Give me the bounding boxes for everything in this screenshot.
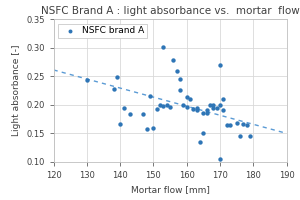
NSFC brand A xyxy=(194,106,199,109)
NSFC brand A xyxy=(221,109,226,112)
NSFC brand A xyxy=(201,112,206,115)
NSFC brand A xyxy=(141,113,146,116)
NSFC brand A xyxy=(164,103,169,106)
NSFC brand A xyxy=(161,105,166,108)
NSFC brand A xyxy=(234,121,239,125)
NSFC brand A xyxy=(161,45,166,48)
NSFC brand A xyxy=(191,108,196,111)
NSFC brand A xyxy=(158,104,163,107)
NSFC brand A xyxy=(204,109,209,112)
NSFC brand A xyxy=(218,103,222,106)
NSFC brand A xyxy=(188,97,193,101)
NSFC brand A xyxy=(241,122,246,125)
NSFC brand A xyxy=(248,135,252,138)
NSFC brand A xyxy=(218,63,222,66)
NSFC brand A xyxy=(244,123,249,126)
NSFC brand A xyxy=(211,103,216,106)
X-axis label: Mortar flow [mm]: Mortar flow [mm] xyxy=(131,185,209,194)
NSFC brand A xyxy=(201,132,206,135)
NSFC brand A xyxy=(194,109,199,112)
NSFC brand A xyxy=(221,97,226,101)
NSFC brand A xyxy=(121,106,126,109)
NSFC brand A xyxy=(118,122,123,125)
NSFC brand A xyxy=(151,126,156,129)
NSFC brand A xyxy=(224,123,229,126)
NSFC brand A xyxy=(211,106,216,109)
NSFC brand A xyxy=(204,112,209,115)
NSFC brand A xyxy=(218,157,222,161)
NSFC brand A xyxy=(144,128,149,131)
NSFC brand A xyxy=(184,96,189,99)
Legend: NSFC brand A: NSFC brand A xyxy=(58,24,147,38)
NSFC brand A xyxy=(228,123,232,126)
NSFC brand A xyxy=(115,76,119,79)
Y-axis label: Light absorbance [-]: Light absorbance [-] xyxy=(12,45,21,136)
NSFC brand A xyxy=(238,135,242,138)
NSFC brand A xyxy=(208,103,212,106)
NSFC brand A xyxy=(184,105,189,109)
NSFC brand A xyxy=(128,113,133,116)
Title: NSFC Brand A : light absorbance vs.  mortar  flow: NSFC Brand A : light absorbance vs. mort… xyxy=(41,6,299,16)
NSFC brand A xyxy=(171,59,176,62)
NSFC brand A xyxy=(111,87,116,90)
NSFC brand A xyxy=(85,78,89,81)
NSFC brand A xyxy=(168,105,172,109)
NSFC brand A xyxy=(214,106,219,109)
NSFC brand A xyxy=(198,140,203,143)
NSFC brand A xyxy=(174,69,179,72)
NSFC brand A xyxy=(181,103,186,106)
NSFC brand A xyxy=(154,107,159,110)
NSFC brand A xyxy=(178,89,182,92)
NSFC brand A xyxy=(148,95,152,98)
NSFC brand A xyxy=(78,31,83,34)
NSFC brand A xyxy=(178,77,182,81)
